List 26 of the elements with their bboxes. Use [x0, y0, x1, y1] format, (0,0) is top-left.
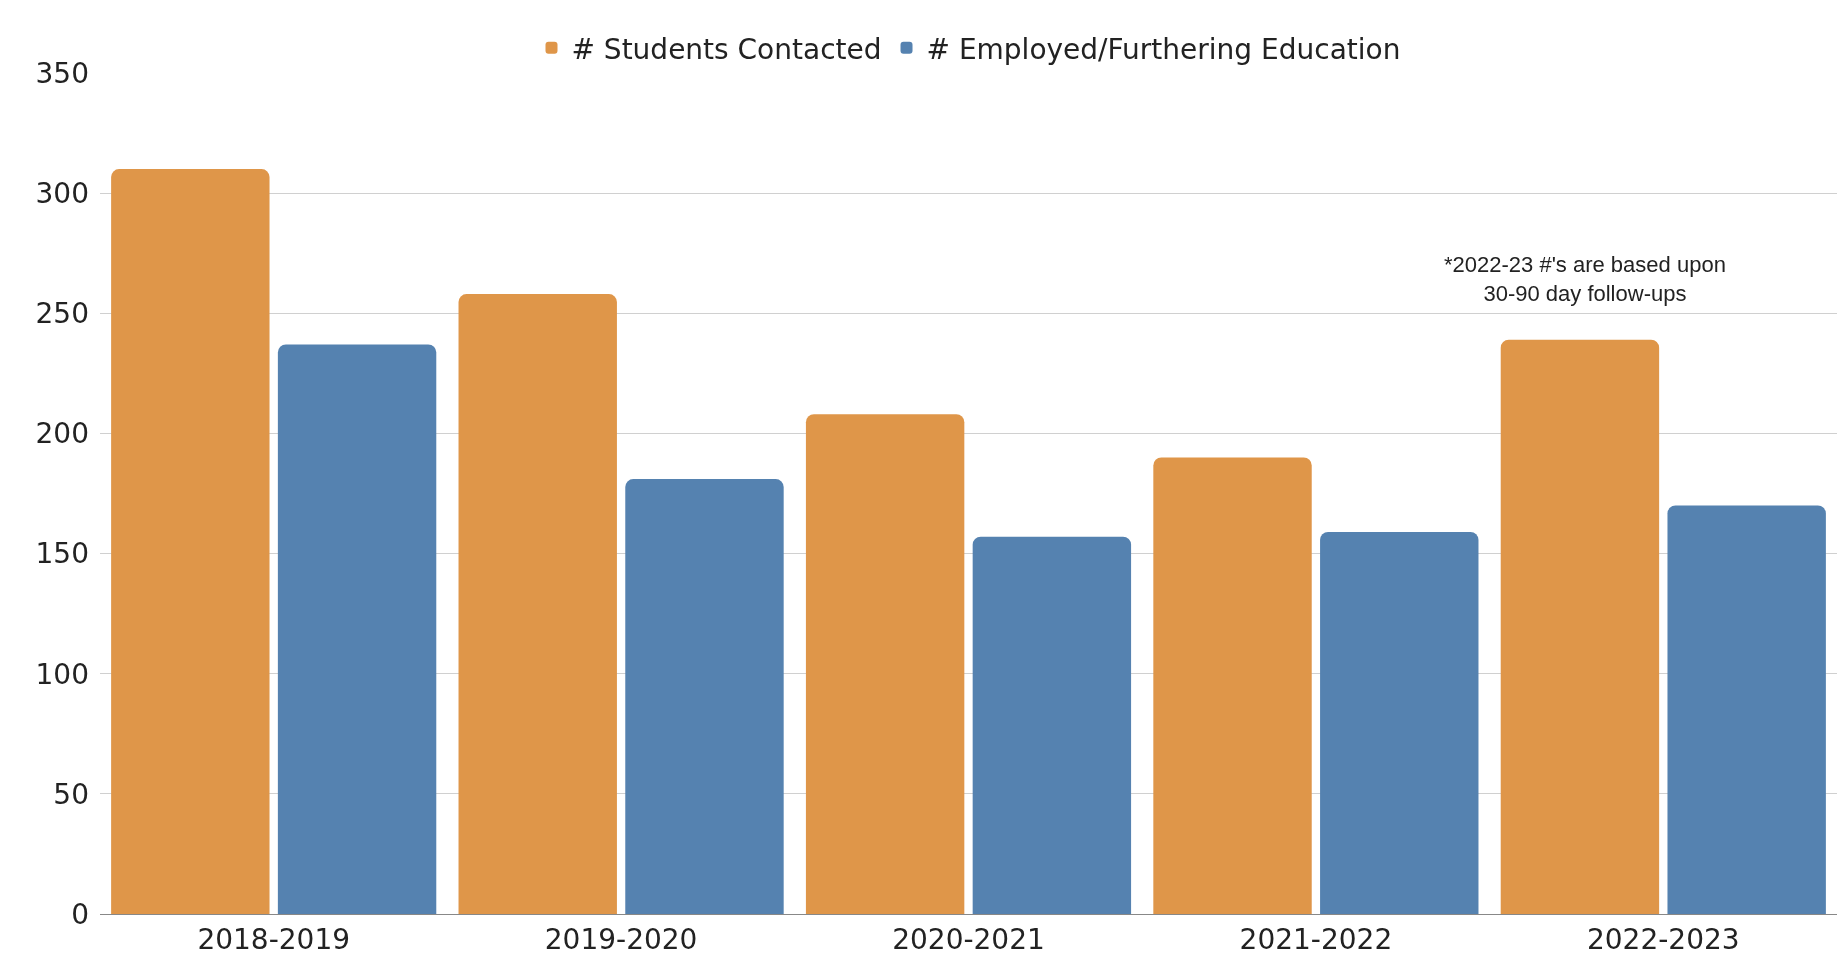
- legend-label: # Employed/Furthering Education: [926, 32, 1401, 66]
- y-tick-label: 250: [35, 297, 89, 331]
- bar: [972, 536, 1132, 914]
- bar: [625, 479, 784, 914]
- bar: [1320, 531, 1479, 914]
- bar: [1500, 339, 1660, 914]
- y-tick-label: 200: [35, 417, 89, 451]
- bar: [111, 169, 270, 914]
- bar: [1667, 505, 1826, 914]
- bar: [458, 294, 617, 914]
- x-tick-label: 2021-2022: [1239, 922, 1393, 956]
- x-tick-label: 2020-2021: [892, 922, 1045, 956]
- y-tick-label: 50: [53, 777, 89, 811]
- y-tick-label: 100: [35, 657, 89, 691]
- annotation: *2022-23 #'s are based upon 30-90 day follow-ups: [1444, 252, 1726, 306]
- x-tick-label: 2019-2020: [544, 922, 698, 956]
- y-tick-label: 0: [71, 897, 89, 931]
- y-tick-label: 300: [35, 176, 89, 210]
- legend-label: # Students Contacted: [571, 32, 882, 66]
- bar: [277, 344, 437, 914]
- bar: [805, 414, 965, 914]
- y-tick-label: 150: [35, 537, 89, 571]
- x-tick-label: 2018-2019: [197, 922, 351, 956]
- y-tick-label: 350: [35, 56, 89, 90]
- x-tick-label: 2022-2023: [1586, 922, 1740, 956]
- bar: [1153, 457, 1312, 914]
